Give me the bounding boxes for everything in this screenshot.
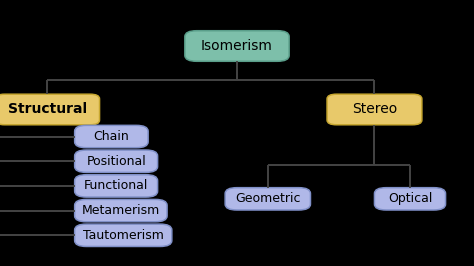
FancyBboxPatch shape xyxy=(327,94,422,125)
FancyBboxPatch shape xyxy=(374,188,446,210)
Text: Chain: Chain xyxy=(93,130,129,143)
Text: Tautomerism: Tautomerism xyxy=(83,229,164,242)
Text: Positional: Positional xyxy=(86,155,146,168)
FancyBboxPatch shape xyxy=(0,94,100,125)
FancyBboxPatch shape xyxy=(185,31,289,61)
Text: Isomerism: Isomerism xyxy=(201,39,273,53)
FancyBboxPatch shape xyxy=(75,200,167,222)
FancyBboxPatch shape xyxy=(75,150,157,172)
Text: Stereo: Stereo xyxy=(352,102,397,117)
Text: Optical: Optical xyxy=(388,192,432,205)
FancyBboxPatch shape xyxy=(75,175,157,197)
Text: Metamerism: Metamerism xyxy=(82,204,160,217)
FancyBboxPatch shape xyxy=(75,224,172,247)
Text: Functional: Functional xyxy=(84,179,148,192)
FancyBboxPatch shape xyxy=(225,188,310,210)
FancyBboxPatch shape xyxy=(74,125,148,148)
Text: Structural: Structural xyxy=(8,102,87,117)
Text: Geometric: Geometric xyxy=(235,192,301,205)
